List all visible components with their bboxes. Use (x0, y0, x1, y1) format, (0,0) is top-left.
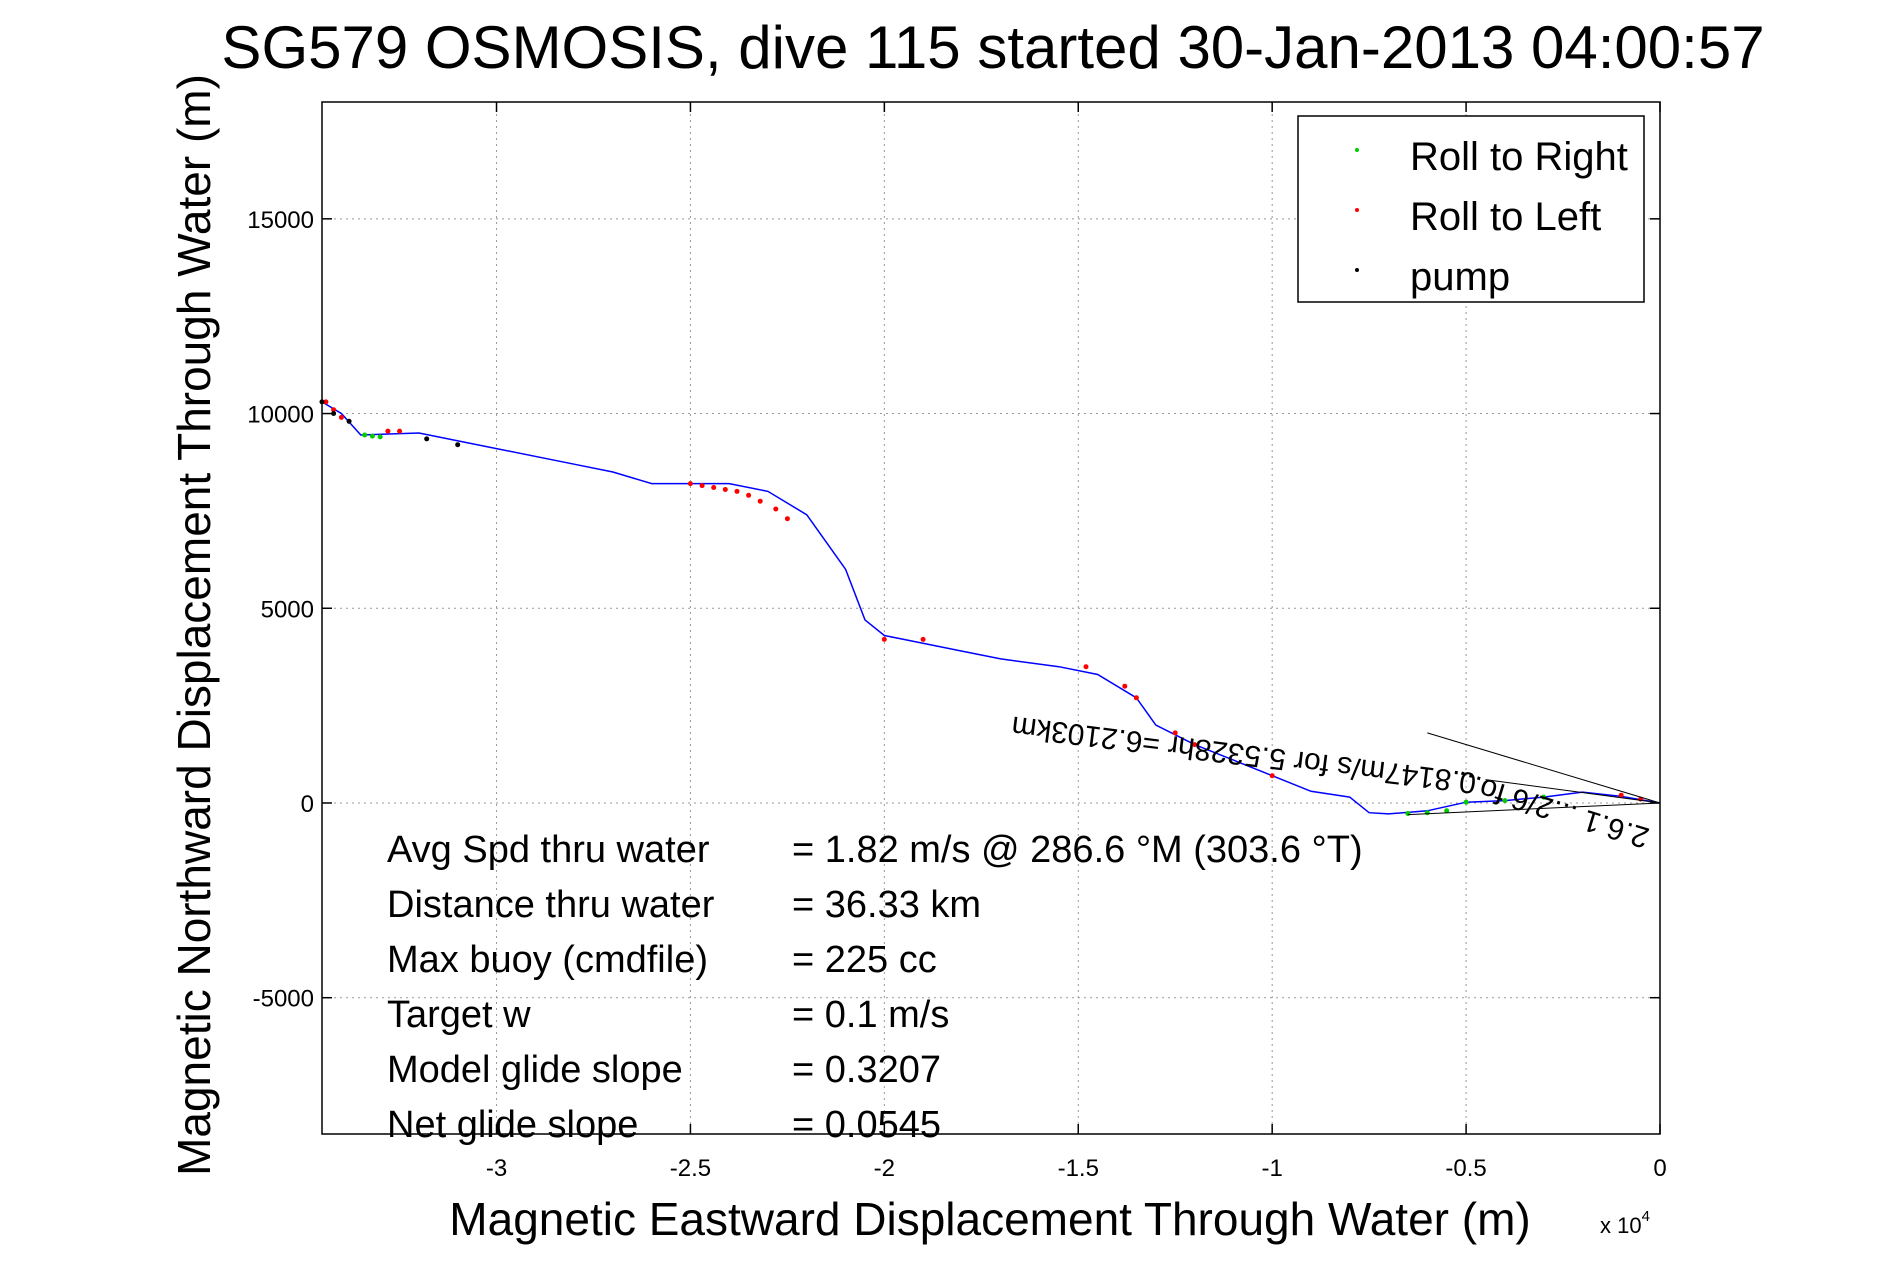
stat-value-distance: = 36.33 km (792, 884, 981, 926)
axis-ticks: -3 -2.5 -2 -1.5 -1 -0.5 0 -5000 0 5000 10000 15000 (247, 102, 1667, 1182)
point-roll-to-left (1269, 773, 1275, 779)
y-tick-label: -5000 (253, 986, 314, 1013)
legend: Roll to Right Roll to Left pump (1297, 115, 1645, 303)
stat-label-net-glide: Net glide slope (387, 1104, 638, 1146)
point-roll-to-left (711, 485, 717, 490)
point-roll-to-left (1618, 792, 1624, 798)
x-axis-label: Magnetic Eastward Displacement Through W… (449, 1193, 1530, 1245)
point-roll-to-right (1502, 798, 1508, 804)
point-pump (424, 436, 430, 442)
x-tick-label: -1.5 (1058, 1155, 1099, 1182)
point-roll-to-left (1192, 742, 1198, 748)
legend-marker-roll-right (1355, 148, 1359, 152)
stat-value-target-w: = 0.1 m/s (792, 994, 949, 1036)
point-roll-to-left (323, 399, 329, 405)
current-vector-line (1427, 732, 1661, 804)
point-roll-to-right (1541, 794, 1547, 800)
point-roll-to-right (362, 432, 368, 438)
x-axis-multiplier: x 104 (1600, 1208, 1650, 1238)
point-roll-to-right (377, 434, 383, 440)
point-roll-to-right (1405, 811, 1411, 816)
stat-label-model-glide: Model glide slope (387, 1049, 683, 1091)
annotation-layer (1407, 732, 1661, 816)
point-roll-to-left (338, 414, 344, 420)
x-multiplier-exponent: 4 (1642, 1208, 1650, 1225)
current-annotation-text: 0.8147m/s for 5.5328hr =6.2103km (1010, 710, 1478, 800)
point-roll-to-right (1444, 808, 1450, 814)
x-tick-label: -0.5 (1445, 1155, 1486, 1182)
stats-block: Avg Spd thru water = 1.82 m/s @ 286.6 °M… (387, 829, 1363, 1146)
point-roll-to-left (699, 483, 705, 489)
legend-label-pump: pump (1410, 255, 1510, 299)
y-axis-label: Magnetic Northward Displacement Through … (168, 74, 220, 1176)
point-roll-to-left (1083, 664, 1089, 670)
point-roll-to-left (385, 428, 391, 434)
stat-value-max-buoy: = 225 cc (792, 939, 937, 981)
x-tick-label: 0 (1653, 1155, 1666, 1182)
x-tick-label: -2.5 (670, 1155, 711, 1182)
plot-area-frame (321, 101, 1661, 1135)
series-line-track (321, 401, 1661, 815)
stat-value-model-glide: = 0.3207 (792, 1049, 941, 1091)
point-roll-to-left (920, 636, 926, 642)
point-roll-to-right (1463, 799, 1469, 805)
x-tick-label: -1 (1262, 1155, 1283, 1182)
point-roll-to-left (734, 488, 740, 494)
point-roll-to-left (1122, 683, 1128, 689)
point-roll-to-left (757, 498, 763, 504)
point-roll-to-right (1424, 810, 1430, 816)
point-roll-to-left (687, 481, 693, 487)
point-roll-to-right (369, 433, 375, 439)
point-roll-to-left (773, 506, 779, 512)
y-tick-label: 10000 (247, 402, 314, 429)
point-roll-to-left (746, 492, 752, 498)
point-pump (319, 399, 325, 405)
point-roll-to-left (881, 636, 887, 642)
stat-value-avg-speed: = 1.82 m/s @ 286.6 °M (303.6 °T) (792, 829, 1363, 871)
stat-label-distance: Distance thru water (387, 884, 715, 926)
y-tick-label: 0 (301, 791, 314, 818)
point-roll-to-left (784, 516, 790, 522)
stat-label-max-buoy: Max buoy (cmdfile) (387, 939, 708, 981)
legend-marker-pump (1355, 268, 1359, 272)
x-tick-label: -2 (874, 1155, 895, 1182)
heading-vector-line (1485, 779, 1661, 804)
point-pump (331, 411, 337, 416)
drift-vector-line (1407, 802, 1661, 816)
chart-title: SG579 OSMOSIS, dive 115 started 30-Jan-2… (221, 14, 1764, 81)
stat-label-avg-speed: Avg Spd thru water (387, 829, 710, 871)
x-multiplier-base: x 10 (1600, 1213, 1642, 1238)
stat-value-net-glide: = 0.0545 (792, 1104, 941, 1146)
legend-label-roll-left: Roll to Left (1410, 195, 1601, 239)
x-tick-label: -3 (486, 1155, 507, 1182)
point-pump (455, 442, 461, 448)
point-roll-to-left (1133, 695, 1139, 701)
point-roll-to-left (1172, 730, 1178, 736)
y-tick-label: 5000 (261, 596, 314, 623)
point-pump (346, 418, 352, 424)
stat-label-target-w: Target w (387, 994, 531, 1036)
current-annotation-text-2: 2.6.1 ...2/6 fo... (1452, 764, 1653, 854)
y-tick-label: 15000 (247, 207, 314, 234)
point-roll-to-left (722, 487, 728, 492)
legend-label-roll-right: Roll to Right (1410, 135, 1628, 179)
legend-marker-roll-left (1355, 208, 1359, 212)
series-layer (319, 399, 1661, 816)
point-roll-to-left (397, 428, 403, 434)
point-roll-to-left (331, 407, 337, 413)
